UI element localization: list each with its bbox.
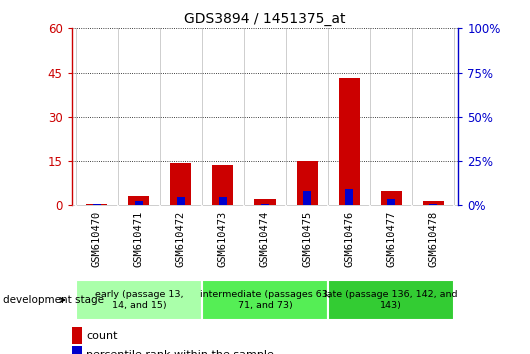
Bar bbox=[346, 189, 353, 205]
Text: GSM610472: GSM610472 bbox=[176, 211, 186, 267]
Bar bbox=[429, 204, 437, 205]
Bar bbox=[381, 190, 402, 205]
Text: intermediate (passages 63,
71, and 73): intermediate (passages 63, 71, and 73) bbox=[200, 290, 330, 310]
Text: GSM610473: GSM610473 bbox=[218, 211, 228, 267]
Text: count: count bbox=[86, 331, 118, 341]
Bar bbox=[93, 204, 101, 205]
Bar bbox=[170, 162, 191, 205]
Bar bbox=[128, 196, 149, 205]
Bar bbox=[303, 191, 311, 205]
Bar bbox=[387, 199, 395, 205]
Bar bbox=[297, 161, 317, 205]
Title: GDS3894 / 1451375_at: GDS3894 / 1451375_at bbox=[184, 12, 346, 26]
Bar bbox=[219, 197, 227, 205]
Text: GSM610477: GSM610477 bbox=[386, 211, 396, 267]
Text: GSM610471: GSM610471 bbox=[134, 211, 144, 267]
Text: GSM610475: GSM610475 bbox=[302, 211, 312, 267]
Text: development stage: development stage bbox=[3, 295, 104, 305]
Text: GSM610478: GSM610478 bbox=[428, 211, 438, 267]
Bar bbox=[135, 201, 143, 205]
Bar bbox=[254, 199, 276, 205]
Text: GSM610474: GSM610474 bbox=[260, 211, 270, 267]
Bar bbox=[177, 197, 184, 205]
Bar bbox=[328, 280, 454, 320]
Bar bbox=[72, 327, 82, 344]
Bar bbox=[213, 166, 233, 205]
Bar bbox=[72, 346, 82, 354]
Text: late (passage 136, 142, and
143): late (passage 136, 142, and 143) bbox=[324, 290, 458, 310]
Bar bbox=[339, 79, 360, 205]
Text: GSM610476: GSM610476 bbox=[344, 211, 354, 267]
Bar bbox=[76, 280, 202, 320]
Text: percentile rank within the sample: percentile rank within the sample bbox=[86, 350, 274, 354]
Bar bbox=[202, 280, 328, 320]
Bar bbox=[423, 201, 444, 205]
Text: early (passage 13,
14, and 15): early (passage 13, 14, and 15) bbox=[94, 290, 183, 310]
Text: GSM610470: GSM610470 bbox=[92, 211, 102, 267]
